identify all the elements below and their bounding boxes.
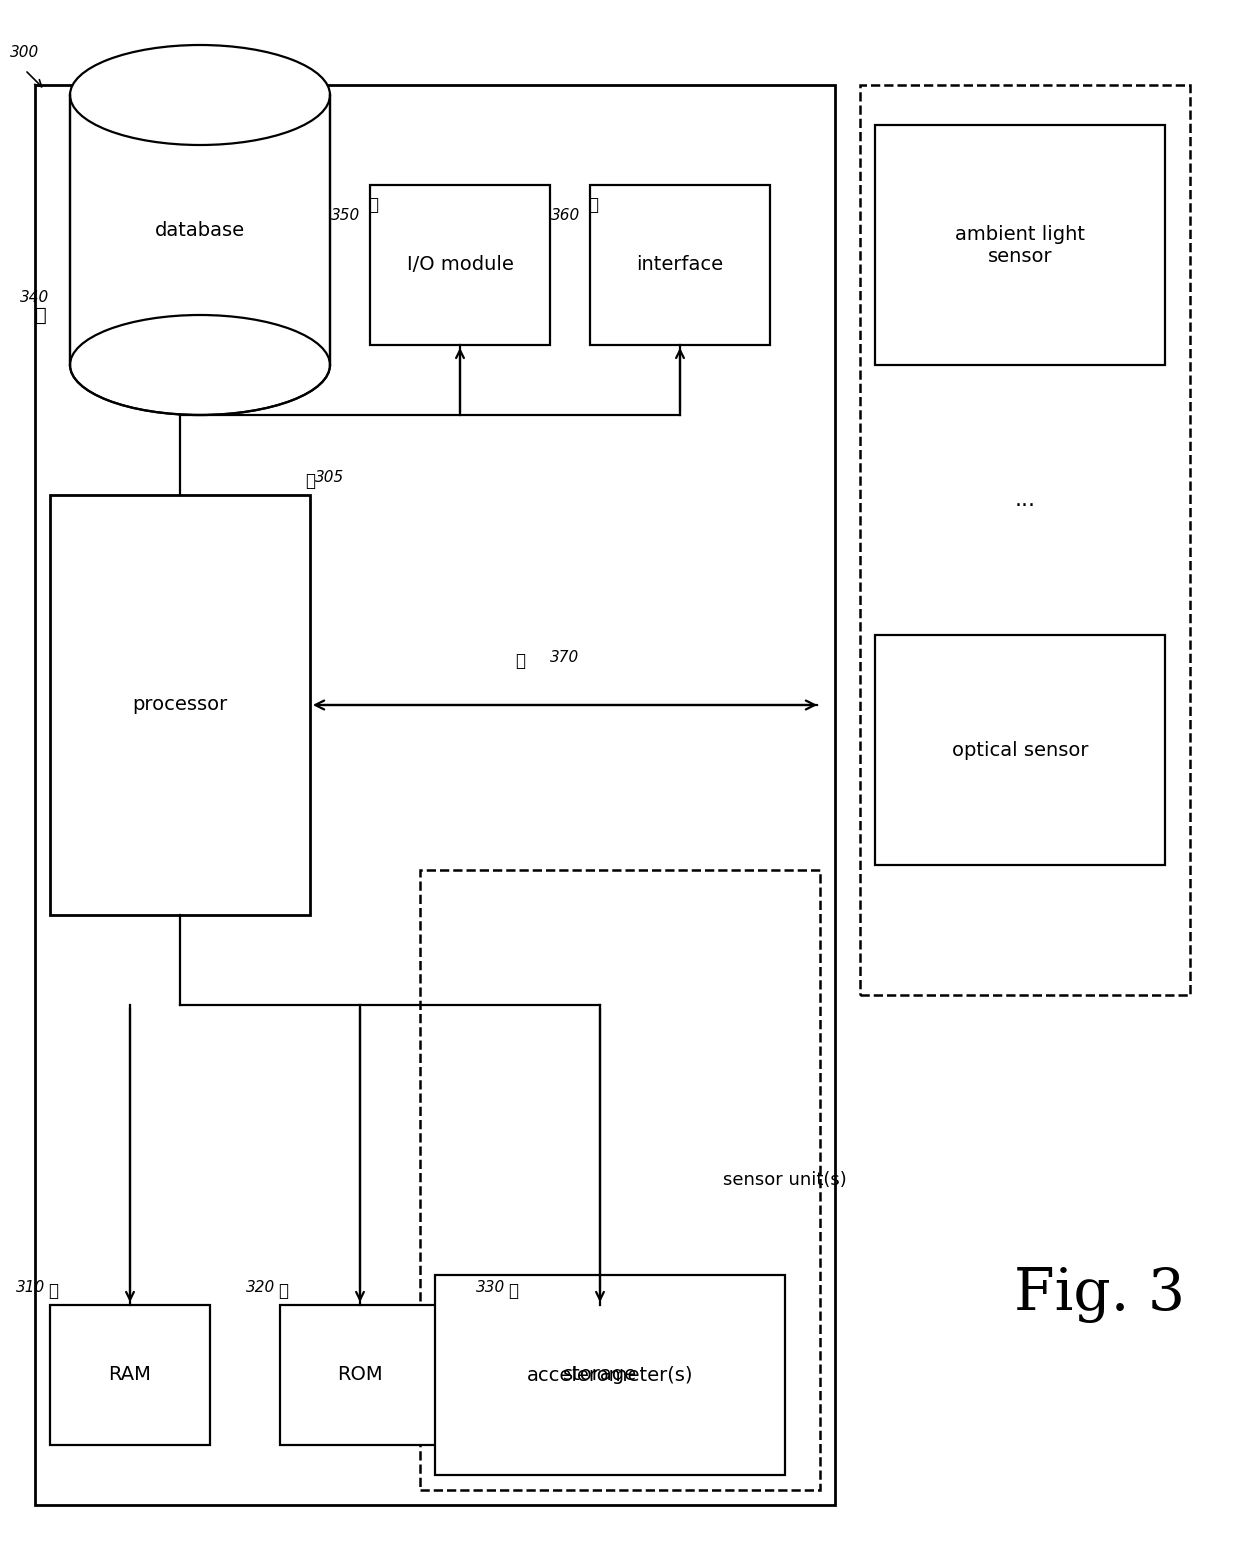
Text: ambient light
sensor: ambient light sensor <box>955 224 1085 266</box>
Text: 330: 330 <box>476 1279 505 1295</box>
Text: storage: storage <box>563 1366 637 1384</box>
Bar <box>875 125 1166 365</box>
Text: RAM: RAM <box>109 1366 151 1384</box>
Text: ⤷: ⤷ <box>368 196 378 215</box>
Bar <box>69 94 330 365</box>
Text: ⤷: ⤷ <box>35 306 47 324</box>
Text: ...: ... <box>1014 490 1035 510</box>
Text: 360: 360 <box>551 207 580 222</box>
Bar <box>370 185 551 345</box>
Text: Fig. 3: Fig. 3 <box>1014 1267 1185 1323</box>
Text: I/O module: I/O module <box>407 255 513 275</box>
Text: ⤷: ⤷ <box>588 196 598 215</box>
Text: ⤷: ⤷ <box>305 473 315 490</box>
Bar <box>50 1306 210 1445</box>
Text: 350: 350 <box>331 207 360 222</box>
Text: ⤷: ⤷ <box>508 1282 518 1299</box>
Ellipse shape <box>69 315 330 416</box>
Bar <box>35 85 835 1505</box>
Text: sensor unit(s): sensor unit(s) <box>723 1171 847 1190</box>
Text: 310: 310 <box>16 1279 45 1295</box>
Text: 340: 340 <box>20 290 50 304</box>
Text: accelerometer(s): accelerometer(s) <box>527 1366 693 1384</box>
Text: ⤷: ⤷ <box>278 1282 288 1299</box>
Text: interface: interface <box>636 255 724 275</box>
Bar <box>50 494 310 915</box>
Text: 300: 300 <box>10 45 40 60</box>
Bar <box>435 1275 785 1475</box>
Bar <box>280 1306 440 1445</box>
Text: 370: 370 <box>551 650 579 664</box>
Text: optical sensor: optical sensor <box>952 740 1089 760</box>
Text: ⤷: ⤷ <box>48 1282 58 1299</box>
Bar <box>510 1306 689 1445</box>
Text: ⤷: ⤷ <box>515 652 525 671</box>
Ellipse shape <box>69 45 330 145</box>
Text: processor: processor <box>133 695 228 714</box>
Bar <box>861 85 1190 995</box>
Bar <box>875 635 1166 865</box>
Bar <box>590 185 770 345</box>
Text: 305: 305 <box>315 470 345 485</box>
Text: database: database <box>155 221 246 239</box>
Text: 320: 320 <box>246 1279 275 1295</box>
Text: ROM: ROM <box>337 1366 383 1384</box>
Bar <box>420 870 820 1489</box>
